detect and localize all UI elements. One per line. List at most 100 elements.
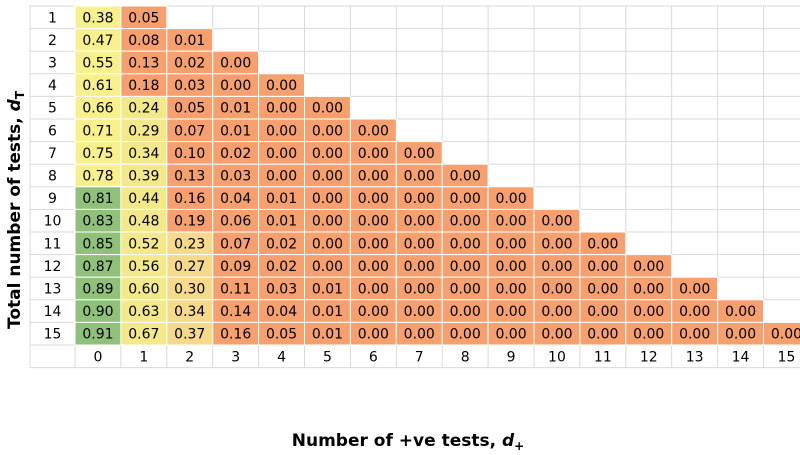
cell-value-label: 0.00 <box>587 236 618 252</box>
cell-value-label: 0.00 <box>495 236 526 252</box>
cell-value-label: 0.00 <box>679 327 710 343</box>
cell-value-label: 0.00 <box>312 123 343 139</box>
y-axis-title-var: d <box>5 98 25 111</box>
cell-value-label: 0.08 <box>128 33 159 49</box>
x-tick-label: 11 <box>594 349 612 365</box>
x-tick-label: 5 <box>323 349 332 365</box>
cell-value-label: 0.00 <box>404 327 435 343</box>
y-tick-label: 11 <box>44 236 62 252</box>
cell-value-label: 0.00 <box>266 78 297 94</box>
cell-value-label: 0.00 <box>450 169 481 185</box>
cell-value-label: 0.13 <box>174 169 205 185</box>
cell-value-label: 0.00 <box>358 282 389 298</box>
x-tick-label: 15 <box>778 349 796 365</box>
cell-value-label: 0.00 <box>358 191 389 207</box>
cell-value-label: 0.00 <box>679 282 710 298</box>
cell-value-label: 0.00 <box>220 78 251 94</box>
cell-value-label: 0.00 <box>358 123 389 139</box>
cell-value-label: 0.00 <box>725 304 756 320</box>
x-tick-label: 0 <box>93 349 102 365</box>
cell-value-label: 0.09 <box>220 259 251 275</box>
cell-value-label: 0.00 <box>266 169 297 185</box>
x-tick-label: 12 <box>640 349 658 365</box>
cell-value-label: 0.02 <box>220 146 251 162</box>
cell-value-label: 0.03 <box>220 169 251 185</box>
cell-value-label: 0.37 <box>174 327 205 343</box>
cell-value-label: 0.00 <box>495 259 526 275</box>
heatmap-cell <box>763 321 800 346</box>
cell-value-label: 0.16 <box>174 191 205 207</box>
x-tick-label: 14 <box>732 349 750 365</box>
cell-value-label: 0.66 <box>82 101 113 117</box>
x-tick-label: 13 <box>686 349 704 365</box>
y-tick-label: 14 <box>44 304 62 320</box>
cell-value-label: 0.03 <box>174 78 205 94</box>
cell-value-label: 0.00 <box>495 191 526 207</box>
cell-value-label: 0.00 <box>266 123 297 139</box>
cell-value-label: 0.07 <box>220 236 251 252</box>
cell-value-label: 0.00 <box>404 282 435 298</box>
cell-value-label: 0.90 <box>82 304 113 320</box>
cell-value-label: 0.13 <box>128 56 159 72</box>
cell-value-label: 0.01 <box>312 282 343 298</box>
cell-value-label: 0.61 <box>82 78 113 94</box>
x-tick-label: 6 <box>369 349 378 365</box>
cell-value-label: 0.67 <box>128 327 159 343</box>
cell-value-label: 0.00 <box>358 236 389 252</box>
y-tick-label: 15 <box>44 327 62 343</box>
y-tick-label: 12 <box>44 259 62 275</box>
cell-value-label: 0.44 <box>128 191 159 207</box>
y-tick-label: 6 <box>48 123 57 139</box>
cell-value-label: 0.04 <box>266 304 297 320</box>
cell-value-label: 0.34 <box>174 304 205 320</box>
x-axis-title: Number of +ve tests, d+ <box>292 431 524 453</box>
cell-value-label: 0.00 <box>404 191 435 207</box>
x-tick-label: 8 <box>461 349 470 365</box>
cell-value-label: 0.01 <box>266 191 297 207</box>
cell-value-label: 0.00 <box>587 304 618 320</box>
y-tick-label: 4 <box>48 78 57 94</box>
cell-value-label: 0.48 <box>128 214 159 230</box>
cell-value-label: 0.00 <box>450 304 481 320</box>
cell-value-label: 0.00 <box>404 259 435 275</box>
cell-value-label: 0.19 <box>174 214 205 230</box>
cell-value-label: 0.00 <box>541 259 572 275</box>
cell-value-label: 0.00 <box>495 327 526 343</box>
cell-value-label: 0.23 <box>174 236 205 252</box>
cell-value-label: 0.29 <box>128 123 159 139</box>
cell-value-label: 0.01 <box>220 101 251 117</box>
x-tick-label: 9 <box>507 349 516 365</box>
y-axis-title: Total number of tests, dT <box>5 90 27 329</box>
cell-value-label: 0.60 <box>128 282 159 298</box>
x-tick-label: 1 <box>139 349 148 365</box>
cell-value-label: 0.01 <box>312 327 343 343</box>
cell-value-label: 0.00 <box>587 259 618 275</box>
cell-value-label: 0.01 <box>312 304 343 320</box>
cell-value-label: 0.03 <box>266 282 297 298</box>
cell-value-label: 0.00 <box>541 304 572 320</box>
cell-value-label: 0.01 <box>220 123 251 139</box>
cell-value-label: 0.78 <box>82 169 113 185</box>
x-axis-title-sub: + <box>514 439 524 453</box>
x-tick-label: 10 <box>548 349 566 365</box>
cell-value-label: 0.00 <box>358 259 389 275</box>
cell-value-label: 0.07 <box>174 123 205 139</box>
cell-value-label: 0.18 <box>128 78 159 94</box>
cell-value-label: 0.00 <box>358 146 389 162</box>
y-tick-label: 10 <box>44 214 62 230</box>
cell-value-label: 0.52 <box>128 236 159 252</box>
cell-value-label: 0.00 <box>312 259 343 275</box>
cell-value-label: 0.00 <box>312 101 343 117</box>
cell-value-label: 0.00 <box>358 304 389 320</box>
cell-value-label: 0.39 <box>128 169 159 185</box>
cell-value-label: 0.06 <box>220 214 251 230</box>
cell-value-label: 0.00 <box>404 146 435 162</box>
cell-value-label: 0.00 <box>495 304 526 320</box>
cell-value-label: 0.55 <box>82 56 113 72</box>
cell-value-label: 0.00 <box>587 282 618 298</box>
cell-value-label: 0.30 <box>174 282 205 298</box>
cell-value-label: 0.00 <box>266 146 297 162</box>
x-tick-label: 2 <box>185 349 194 365</box>
cell-value-label: 0.02 <box>266 259 297 275</box>
